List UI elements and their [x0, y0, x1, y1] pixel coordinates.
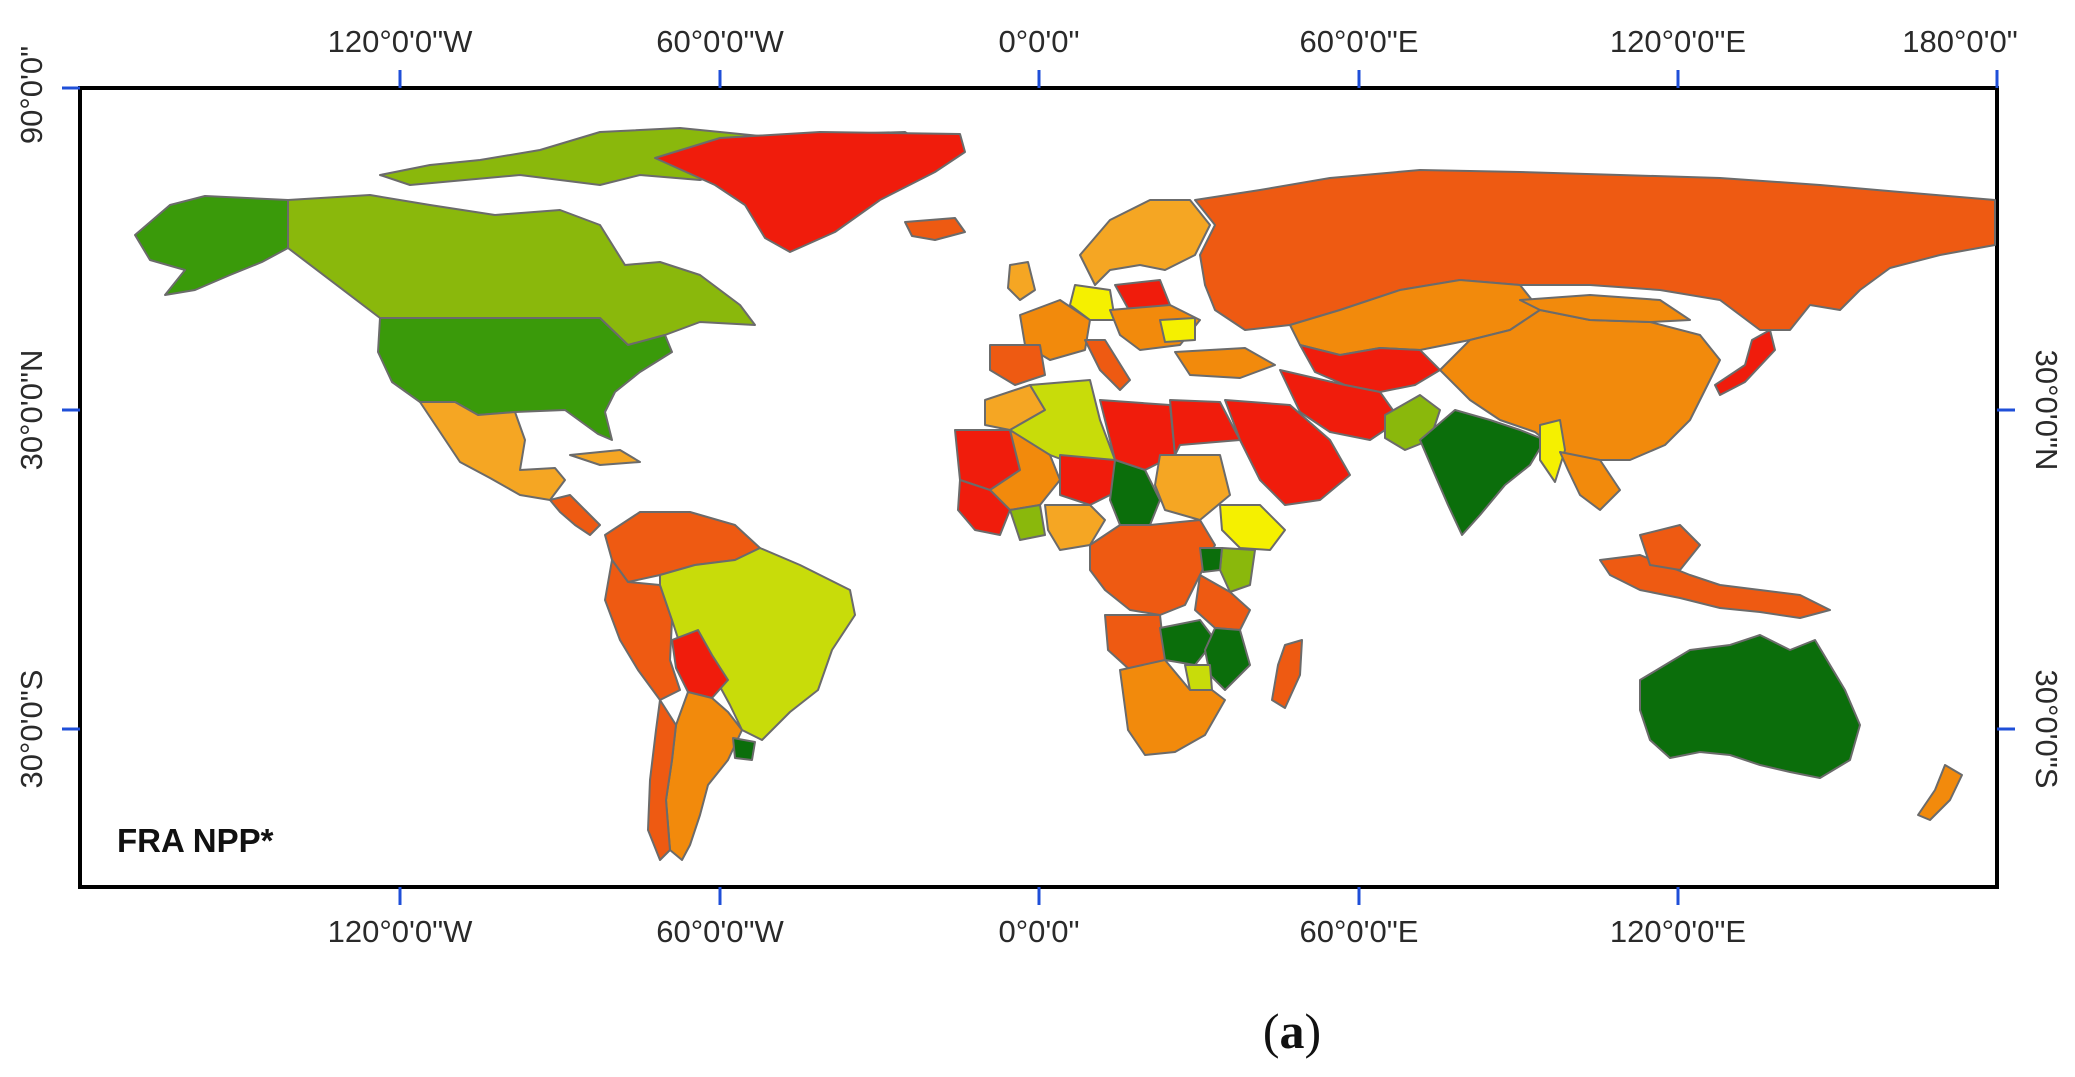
bottom-label-120e: 120°0'0"E: [1610, 914, 1746, 949]
country-iberia: [989, 344, 1046, 386]
country-iceland: [904, 217, 966, 241]
country-central-asia: [1299, 344, 1441, 393]
country-myanmar: [1539, 419, 1566, 483]
bottom-label-60e: 60°0'0"E: [1300, 914, 1419, 949]
country-ethiopia: [1219, 504, 1286, 551]
country-central-africa: [1089, 519, 1216, 616]
left-label-30n: 30°0'0"N: [14, 350, 49, 471]
bottom-longitude-labels: 120°0'0"W 60°0'0"W 0°0'0" 60°0'0"E 120°0…: [328, 914, 1747, 949]
country-mozambique: [1204, 627, 1251, 691]
caption-letter: a: [1280, 1003, 1305, 1059]
bottom-label-60w: 60°0'0"W: [656, 914, 784, 949]
right-label-30n: 30°0'0"N: [2029, 350, 2064, 471]
country-central-america: [549, 494, 601, 536]
top-label-60e: 60°0'0"E: [1300, 24, 1419, 59]
caption-open-paren: (: [1263, 1003, 1280, 1059]
right-latitude-labels: 30°0'0"N 30°0'0"S: [2029, 350, 2064, 789]
country-mexico: [419, 401, 566, 501]
country-ghana-region: [1009, 504, 1046, 541]
left-label-90: 90°0'0": [14, 46, 49, 144]
top-label-180: 180°0'0": [1902, 24, 2018, 59]
left-label-30s: 30°0'0"S: [14, 670, 49, 789]
country-madagascar: [1271, 639, 1303, 709]
country-saudi-arabia: [1224, 399, 1351, 506]
country-greenland: [654, 131, 966, 253]
country-australia: [1639, 634, 1861, 779]
caption-close-paren: ): [1305, 1003, 1322, 1059]
country-uk: [1007, 261, 1036, 301]
country-west-africa-coast: [957, 479, 1011, 536]
top-label-60w: 60°0'0"W: [656, 24, 784, 59]
top-label-120e: 120°0'0"E: [1610, 24, 1746, 59]
country-peru: [604, 559, 681, 701]
country-alaska: [134, 195, 289, 296]
country-uruguay: [732, 737, 756, 761]
country-chile: [647, 699, 677, 861]
country-borneo: [1639, 524, 1701, 571]
top-longitude-labels: 120°0'0"W 60°0'0"W 0°0'0" 60°0'0"E 120°0…: [328, 24, 2018, 59]
figure-caption: (a): [1263, 1003, 1321, 1059]
country-indonesia: [1599, 554, 1831, 619]
country-layer: [134, 127, 1996, 861]
country-china: [1439, 309, 1721, 461]
country-scandinavia: [1079, 199, 1211, 286]
country-romania: [1159, 317, 1196, 343]
left-latitude-labels: 90°0'0" 30°0'0"N 30°0'0"S: [14, 46, 49, 789]
country-italy: [1084, 339, 1131, 391]
country-se-asia: [1559, 451, 1621, 511]
country-bolivia: [671, 629, 729, 699]
country-russia: [1194, 169, 1996, 331]
country-germany: [1069, 284, 1116, 321]
country-mongolia: [1519, 294, 1691, 323]
country-southern-africa: [1119, 659, 1226, 756]
country-japan: [1714, 329, 1776, 396]
country-cuba: [569, 449, 641, 466]
top-label-120w: 120°0'0"W: [328, 24, 474, 59]
panel-label: FRA NPP*: [117, 822, 274, 859]
country-turkey: [1174, 347, 1276, 379]
bottom-label-120w: 120°0'0"W: [328, 914, 474, 949]
country-uganda: [1199, 547, 1223, 573]
right-label-30s: 30°0'0"S: [2029, 670, 2064, 789]
country-india: [1419, 409, 1546, 536]
country-new-zealand: [1917, 764, 1963, 821]
tick-marks: [62, 70, 2015, 905]
country-niger: [1059, 454, 1121, 506]
country-egypt: [1169, 399, 1241, 456]
top-label-0: 0°0'0": [998, 24, 1079, 59]
country-zimbabwe: [1184, 664, 1213, 691]
country-usa: [377, 317, 673, 441]
bottom-label-0: 0°0'0": [998, 914, 1079, 949]
